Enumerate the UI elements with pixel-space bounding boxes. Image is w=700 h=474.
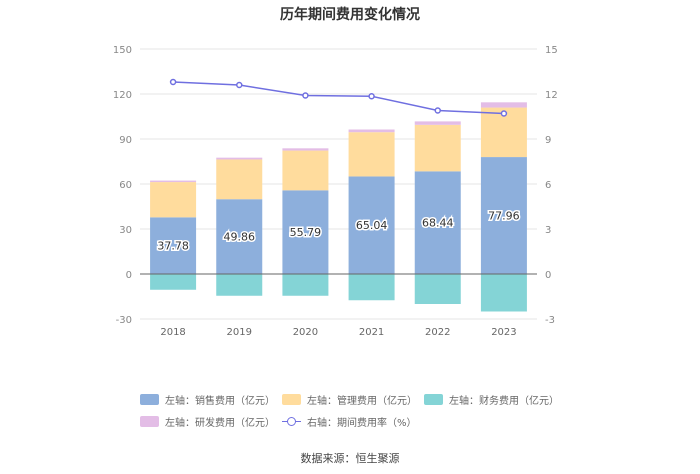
y-left-tick-label: 120 xyxy=(113,90,132,101)
y-right-tick-label: -3 xyxy=(545,315,555,326)
legend-label-rnd: 左轴：研发费用（亿元） xyxy=(165,417,275,429)
rate-point xyxy=(169,78,177,86)
admin-bar xyxy=(414,124,461,172)
sales-data-label: 65.04 xyxy=(356,219,388,232)
y-left-tick-label: 60 xyxy=(119,180,132,191)
legend-label-admin: 左轴：管理费用（亿元） xyxy=(307,395,417,407)
rnd-bar xyxy=(150,180,197,183)
sales-data-label: 77.96 xyxy=(488,210,520,223)
y-left-tick-label: -30 xyxy=(116,315,132,326)
admin-bar xyxy=(150,182,197,218)
x-tick-label: 2022 xyxy=(425,327,450,338)
y-right-tick-label: 3 xyxy=(545,225,551,236)
y-left-tick-label: 30 xyxy=(119,225,132,236)
legend-label-finance: 左轴：财务费用（亿元） xyxy=(449,395,559,407)
sales-data-label: 68.44 xyxy=(422,217,454,230)
sales-data-label: 37.78 xyxy=(157,240,189,253)
x-tick-label: 2023 xyxy=(491,327,516,338)
x-tick-label: 2019 xyxy=(227,327,252,338)
finance-bar xyxy=(216,274,263,296)
chart-title: 历年期间费用变化情况 xyxy=(280,7,420,23)
chart-legend: 左轴：销售费用（亿元） 左轴：管理费用（亿元） 左轴：财务费用（亿元） 左轴：研… xyxy=(140,388,580,432)
y-right-tick-label: 15 xyxy=(545,45,558,56)
rnd-bar xyxy=(282,148,329,151)
legend-swatch-rate xyxy=(282,416,301,427)
legend-item-admin[interactable]: 左轴：管理费用（亿元） xyxy=(282,392,424,407)
y-right-tick-label: 6 xyxy=(545,180,551,191)
finance-bar xyxy=(480,274,527,312)
y-left-tick-label: 0 xyxy=(126,270,132,281)
rate-point xyxy=(500,110,508,117)
sales-bar xyxy=(216,199,263,274)
legend-swatch-admin xyxy=(282,393,301,405)
y-right-tick-label: 12 xyxy=(545,90,558,101)
legend-item-rnd[interactable]: 左轴：研发费用（亿元） xyxy=(140,414,282,429)
sales-bar xyxy=(480,157,527,274)
finance-bar xyxy=(150,274,197,290)
legend-item-rate[interactable]: 右轴：期间费用率（%） xyxy=(282,414,424,429)
legend-swatch-rnd xyxy=(140,415,159,427)
sales-data-label: 55.79 xyxy=(290,226,322,239)
legend-item-sales[interactable]: 左轴：销售费用（亿元） xyxy=(140,392,282,407)
sales-data-label: 49.86 xyxy=(224,231,256,244)
y-right-tick-label: 0 xyxy=(545,270,551,281)
y-right-tick-label: 9 xyxy=(545,135,551,146)
y-left-tick-label: 90 xyxy=(119,135,132,146)
data-source: 数据来源：恒生聚源 xyxy=(300,452,400,465)
y-left-tick-label: 150 xyxy=(113,45,132,56)
rnd-bar xyxy=(414,121,461,125)
legend-label-sales: 左轴：销售费用（亿元） xyxy=(165,395,275,407)
sales-bar xyxy=(282,190,329,274)
sales-bar xyxy=(414,171,461,274)
rnd-bar xyxy=(348,129,395,133)
legend-label-rate: 右轴：期间费用率（%） xyxy=(307,417,417,429)
legend-swatch-sales xyxy=(140,393,159,405)
x-tick-label: 2020 xyxy=(293,327,318,338)
admin-bar xyxy=(216,159,263,200)
finance-bar xyxy=(282,274,329,296)
rate-line xyxy=(173,81,504,115)
rate-point xyxy=(434,107,441,114)
finance-bar xyxy=(348,274,395,301)
sales-bar xyxy=(150,217,197,274)
rate-point xyxy=(236,81,243,89)
rnd-bar xyxy=(480,102,527,108)
x-tick-label: 2018 xyxy=(160,327,185,338)
rate-point xyxy=(368,93,375,100)
admin-bar xyxy=(282,150,329,191)
legend-item-finance[interactable]: 左轴：财务费用（亿元） xyxy=(424,392,566,407)
finance-bar xyxy=(414,274,461,304)
x-tick-label: 2021 xyxy=(359,327,384,338)
sales-bar xyxy=(348,176,395,274)
rnd-bar xyxy=(216,157,263,160)
admin-bar xyxy=(348,132,395,177)
legend-swatch-finance xyxy=(424,393,443,405)
rate-point xyxy=(302,92,309,99)
